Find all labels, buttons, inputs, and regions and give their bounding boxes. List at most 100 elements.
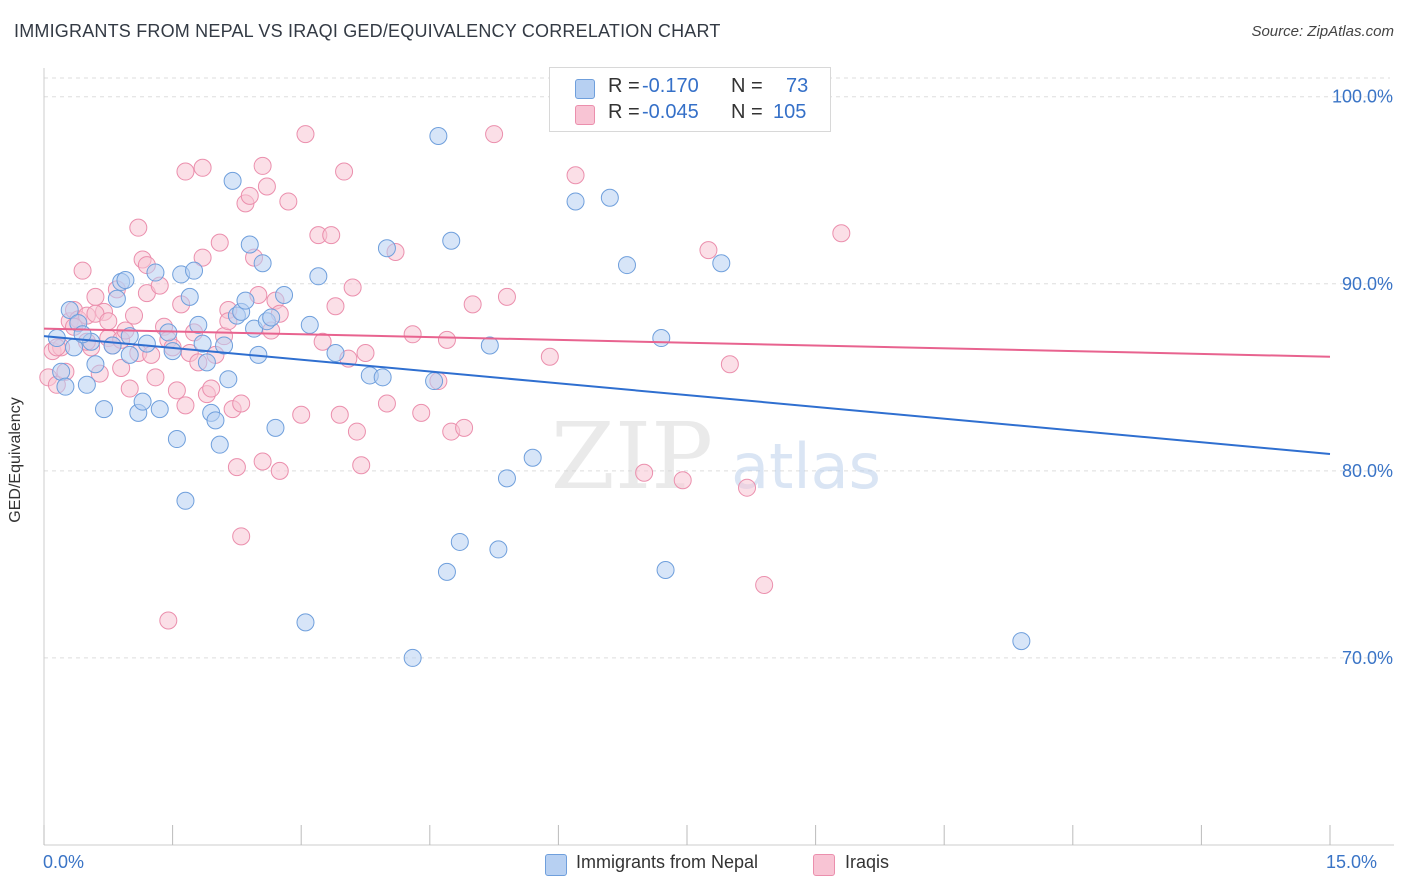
nepal-point [60, 300, 79, 319]
iraqi-point [125, 306, 144, 325]
iraqi-point [343, 278, 362, 297]
nepal-point [120, 345, 139, 364]
iraqi-point [497, 287, 516, 306]
nepal-point [656, 561, 675, 580]
iraqi-point [210, 233, 229, 252]
iraqi-point [112, 358, 131, 377]
nepal-point [137, 334, 156, 353]
nepal-point [489, 540, 508, 559]
iraqi-point [296, 125, 315, 144]
nepal-point [442, 231, 461, 250]
nepal-point [652, 329, 671, 348]
nepal-point [77, 375, 96, 394]
nepal-point [52, 362, 71, 381]
iraqi-point [335, 162, 354, 181]
nepal-point [180, 287, 199, 306]
nepal-point [193, 334, 212, 353]
legend-swatch-iraqi [813, 854, 835, 876]
iraqi-point [146, 368, 165, 387]
iraqi-point [635, 463, 654, 482]
iraqi-point [352, 456, 371, 475]
nepal-point [437, 562, 456, 581]
nepal-point [163, 342, 182, 361]
iraqi-point [347, 422, 366, 441]
nepal-point [480, 336, 499, 355]
nepal-point [566, 192, 585, 211]
axes [43, 68, 1394, 846]
iraqi-point [403, 325, 422, 344]
iraqi-point [129, 218, 148, 237]
iraqi-point [176, 396, 195, 415]
nepal-point [189, 315, 208, 334]
iraqi-point [193, 158, 212, 177]
iraqi-points [39, 83, 851, 630]
legend-r-label: R = [608, 101, 640, 123]
iraqi-point [202, 379, 221, 398]
nepal-point [95, 400, 114, 419]
nepal-point [223, 171, 242, 190]
iraqi-point [377, 394, 396, 413]
nepal-point [373, 368, 392, 387]
nepal-point [215, 336, 234, 355]
watermark-atlas: atlas [731, 430, 881, 503]
legend-label-iraqi: Iraqis [845, 852, 890, 872]
nepal-point [107, 289, 126, 308]
y-tick-label: 80.0% [1342, 461, 1393, 481]
nepal-point [403, 648, 422, 667]
nepal-point [617, 256, 636, 275]
iraqi-point [437, 330, 456, 349]
nepal-point [210, 435, 229, 454]
nepal-point [309, 267, 328, 286]
iraqi-point [193, 248, 212, 267]
nepal-point [600, 188, 619, 207]
nepal-point [240, 235, 259, 254]
nepal-point [266, 418, 285, 437]
iraqi-point [566, 166, 585, 185]
nepal-point [197, 353, 216, 372]
legend-swatch-iraqi [575, 105, 595, 125]
chart-title: IMMIGRANTS FROM NEPAL VS IRAQI GED/EQUIV… [14, 21, 721, 41]
nepal-point [86, 355, 105, 374]
legend-n-value-iraqi: 105 [773, 101, 807, 123]
series-legend: Immigrants from Nepal Iraqis [0, 852, 1406, 878]
iraqi-point [227, 458, 246, 477]
nepal-point [146, 263, 165, 282]
x-min-label: 0.0% [43, 852, 85, 872]
iraqi-point [232, 527, 251, 546]
nepal-point [377, 239, 396, 258]
iraqi-point [755, 575, 774, 594]
legend-n-value-nepal: 73 [786, 75, 809, 97]
nepal-points [47, 126, 1031, 667]
iraqi-point [99, 312, 118, 331]
iraqi-point [167, 381, 186, 400]
x-max-label: 15.0% [1326, 852, 1378, 872]
nepal-point [450, 532, 469, 551]
legend-label-nepal: Immigrants from Nepal [576, 852, 759, 872]
nepal-point [253, 254, 272, 273]
iraqi-point [232, 394, 251, 413]
iraqi-point [253, 156, 272, 175]
legend-swatch-nepal [575, 79, 595, 99]
legend-r-value-iraqi: -0.045 [642, 101, 699, 123]
iraqi-point [412, 403, 431, 422]
iraqi-point [322, 226, 341, 245]
nepal-point [56, 377, 75, 396]
nepal-point [497, 469, 516, 488]
iraqi-point [720, 355, 739, 374]
iraqi-point [455, 418, 474, 437]
iraqi-point [485, 125, 504, 144]
nepal-trend-line [43, 335, 1331, 456]
y-tick-label: 70.0% [1342, 648, 1393, 668]
legend-row-nepal: R = -0.170 N = 73 [550, 75, 830, 101]
trend-lines [43, 327, 1331, 456]
correlation-legend: R = -0.170 N = 73 R = -0.045 N = 105 [549, 67, 831, 132]
iraqi-point [699, 241, 718, 260]
nepal-point [425, 372, 444, 391]
legend-r-label: R = [608, 75, 640, 97]
nepal-point [296, 613, 315, 632]
iraqi-point [356, 343, 375, 362]
nepal-point [300, 315, 319, 334]
nepal-point [1012, 632, 1031, 651]
iraqi-point [270, 461, 289, 480]
iraqi-point [279, 192, 298, 211]
